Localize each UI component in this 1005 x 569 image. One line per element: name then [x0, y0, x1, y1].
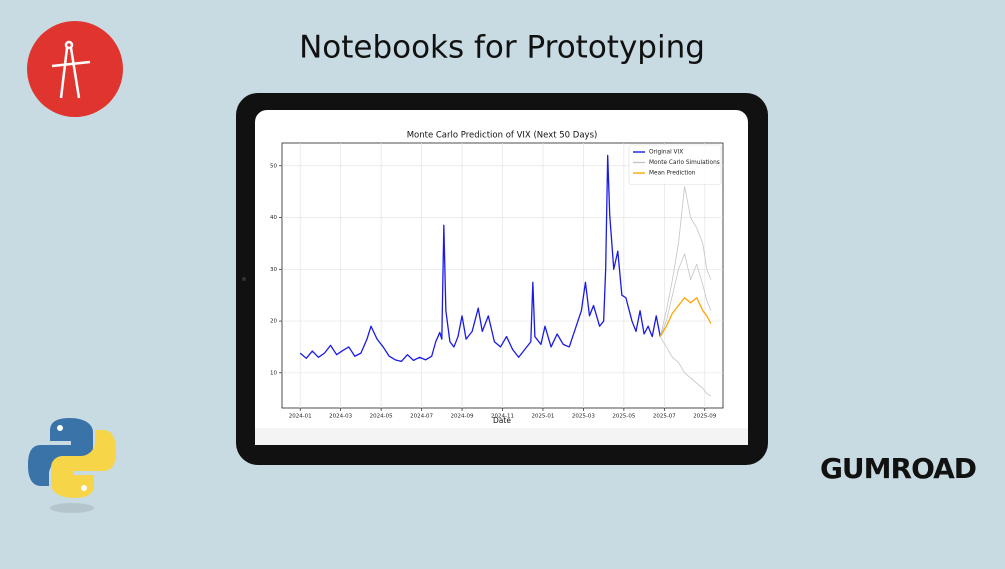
series-line: [299, 154, 661, 363]
series-line: [659, 253, 712, 337]
y-tick-label: 40: [270, 215, 277, 221]
compass-icon: [51, 40, 91, 99]
x-tick-label: 2024-09: [451, 414, 474, 420]
legend-label: Original VIX: [649, 150, 683, 156]
plot: 10 20 30 40 50 2024-01 2024-03 2024-05 2024-07 20…: [270, 143, 723, 420]
y-tick-label: 10: [270, 370, 277, 376]
x-tick-label: 2025-03: [572, 414, 595, 420]
screen-footer: [255, 428, 748, 445]
x-tick-label: 2025-05: [612, 414, 635, 420]
legend-label: Monte Carlo Simulations: [649, 160, 720, 166]
x-tick-label: 2025-07: [653, 414, 676, 420]
legend-label: Mean Prediction: [649, 171, 696, 177]
x-axis-label: Date: [493, 416, 511, 425]
y-tick-label: 20: [270, 319, 277, 325]
x-tick-label: 2024-03: [329, 414, 352, 420]
y-tick-label: 50: [270, 163, 277, 169]
series-line: [659, 297, 712, 337]
x-tick-label: 2024-07: [410, 414, 433, 420]
logo-python: [28, 418, 116, 513]
series-line: [659, 186, 712, 337]
chart-title: Monte Carlo Prediction of VIX (Next 50 D…: [407, 131, 598, 141]
y-tick-label: 30: [270, 267, 277, 273]
legend-box: [628, 144, 722, 185]
x-tick-label: 2024-01: [289, 414, 312, 420]
tablet-screen: [255, 110, 748, 445]
brand: GUMROAD: [820, 452, 976, 485]
series-line: [659, 336, 712, 397]
x-tick-label: 2025-01: [531, 414, 554, 420]
x-tick-label: 2024-05: [370, 414, 393, 420]
x-tick-label: 2024-11: [491, 414, 514, 420]
x-tick-label: 2025-09: [693, 414, 716, 420]
camera: [242, 277, 246, 281]
page-title: Notebooks for Prototyping: [299, 30, 705, 66]
